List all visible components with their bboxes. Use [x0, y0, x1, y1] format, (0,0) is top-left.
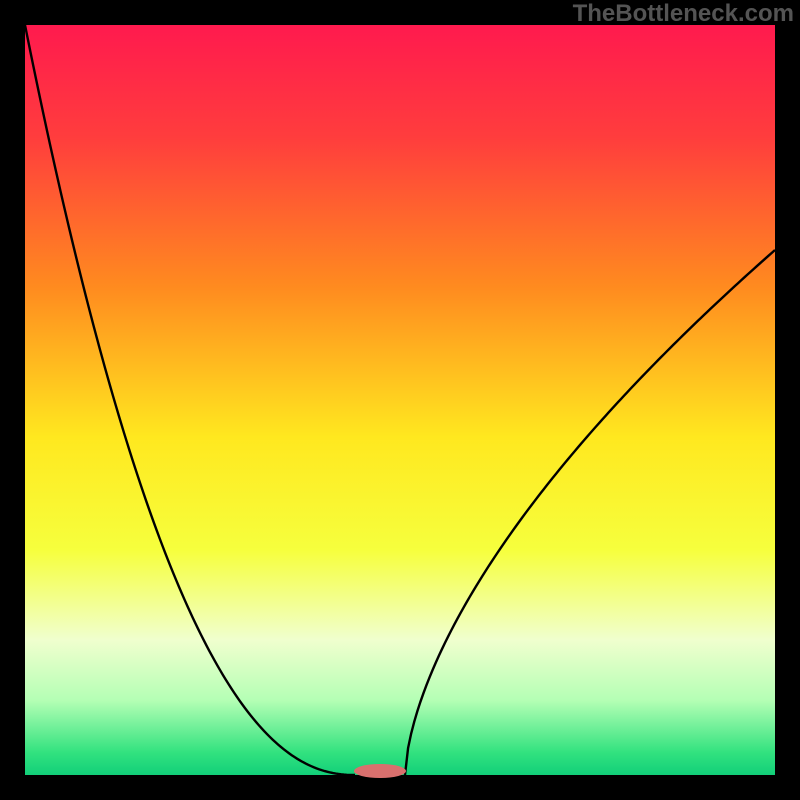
bottleneck-chart	[0, 0, 800, 800]
chart-container: TheBottleneck.com	[0, 0, 800, 800]
bottleneck-marker	[354, 764, 406, 778]
watermark-text: TheBottleneck.com	[567, 0, 800, 28]
gradient-background	[25, 25, 775, 775]
